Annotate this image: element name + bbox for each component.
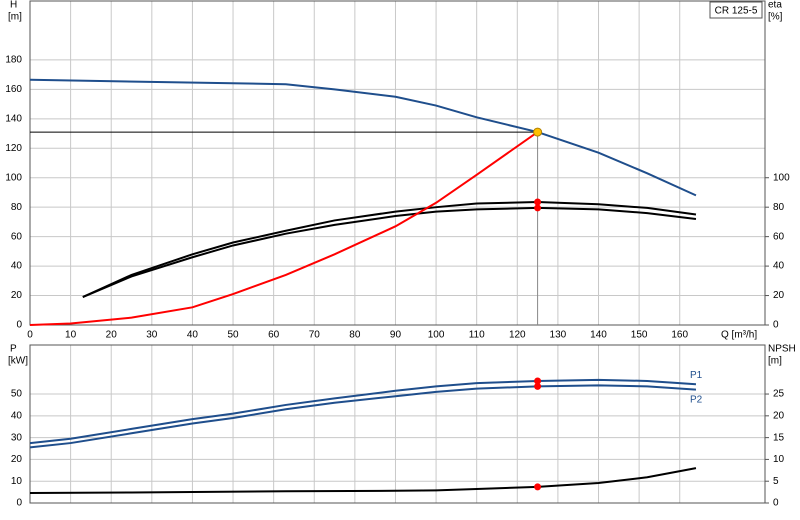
y-tick-label: 0 (16, 498, 22, 509)
x-tick-label: 80 (349, 330, 361, 341)
y2-tick-label: 15 (773, 432, 785, 443)
y2-tick-label: 25 (773, 389, 785, 400)
y-tick-label: 30 (11, 432, 23, 443)
x-tick-label: 140 (590, 330, 607, 341)
plot-frame (29, 0, 766, 326)
curve (82, 201, 697, 298)
x-tick-label: 20 (106, 330, 118, 341)
y-axis-unit: [m] (8, 12, 22, 23)
duty-point (534, 377, 542, 385)
duty-point (534, 483, 542, 491)
x-tick-label: 160 (671, 330, 688, 341)
x-tick-label: 10 (65, 330, 77, 341)
y2-tick-label: 0 (773, 498, 779, 509)
x-tick-label: 130 (550, 330, 567, 341)
x-tick-label: 0 (27, 330, 33, 341)
curve (29, 131, 539, 326)
y-tick-label: 0 (16, 320, 22, 331)
x-tick-label: 110 (469, 330, 485, 341)
y-tick-label: 140 (5, 113, 22, 124)
x-tick-label: 150 (631, 330, 648, 341)
y2-tick-label: 100 (773, 172, 790, 183)
y2-axis-unit: [%] (768, 12, 783, 23)
y2-tick-label: 0 (773, 320, 779, 331)
x-tick-label: 90 (390, 330, 402, 341)
y2-tick-label: 40 (773, 261, 785, 272)
y2-axis-label: eta (768, 0, 782, 11)
series-label: P2 (690, 394, 703, 405)
x-tick-label: 40 (187, 330, 199, 341)
pump-label-box (709, 1, 763, 19)
y-tick-label: 20 (11, 454, 23, 465)
y-axis-unit: [kW] (8, 356, 28, 367)
y-tick-label: 50 (11, 389, 23, 400)
y2-tick-label: 20 (773, 410, 785, 421)
y-tick-label: 100 (5, 172, 22, 183)
duty-point (534, 198, 542, 206)
series-label: P1 (690, 370, 703, 381)
y-tick-label: 20 (11, 290, 23, 301)
plot-frame (29, 344, 766, 504)
y-tick-label: 160 (5, 84, 22, 95)
y-tick-label: 120 (5, 143, 22, 154)
y-tick-label: 60 (11, 231, 23, 242)
y2-tick-label: 80 (773, 202, 785, 213)
y-tick-label: 180 (5, 55, 22, 66)
y-axis-label: P (10, 344, 17, 355)
y2-tick-label: 20 (773, 290, 785, 301)
x-axis-label: Q [m³/h] (721, 330, 757, 341)
x-tick-label: 30 (146, 330, 158, 341)
y2-axis-unit: [m] (768, 356, 782, 367)
operating-point (533, 127, 543, 137)
y2-axis-label: NPSH (768, 344, 796, 355)
curve (29, 378, 697, 445)
duty-point (534, 204, 542, 212)
y-tick-label: 40 (11, 261, 23, 272)
y2-tick-label: 60 (773, 231, 785, 242)
x-tick-label: 60 (268, 330, 280, 341)
y-axis-label: H (10, 0, 17, 11)
curve (82, 206, 697, 298)
y-tick-label: 40 (11, 410, 23, 421)
y-tick-label: 80 (11, 202, 23, 213)
curve (29, 467, 697, 494)
y-tick-label: 10 (11, 476, 23, 487)
y2-tick-label: 5 (773, 476, 779, 487)
duty-point (534, 382, 542, 390)
x-tick-label: 120 (509, 330, 526, 341)
curve (29, 78, 697, 197)
curve (29, 384, 697, 449)
x-tick-label: 100 (428, 330, 445, 341)
pump-label: CR 125-5 (715, 6, 758, 17)
x-tick-label: 70 (309, 330, 321, 341)
y2-tick-label: 10 (773, 454, 785, 465)
x-tick-label: 50 (227, 330, 239, 341)
